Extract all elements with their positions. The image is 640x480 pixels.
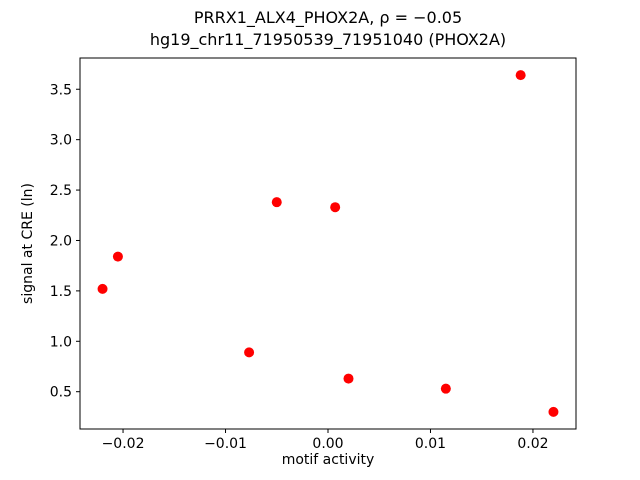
data-point	[330, 202, 341, 213]
y-tick-label: 0.5	[50, 385, 72, 401]
data-point	[271, 197, 282, 208]
y-tick-label: 3.0	[50, 133, 72, 149]
y-tick-label: 2.5	[50, 183, 72, 199]
x-tick-label: 0.02	[517, 436, 548, 452]
y-tick-label: 1.5	[50, 284, 72, 300]
y-tick-label: 2.0	[50, 233, 72, 249]
y-tick-label: 1.0	[50, 334, 72, 350]
data-point	[97, 283, 108, 294]
x-tick-label: −0.02	[102, 436, 145, 452]
data-point	[244, 347, 255, 358]
x-axis-label: motif activity	[281, 452, 375, 468]
data-point	[112, 251, 123, 262]
chart-title-line-1: PRRX1_ALX4_PHOX2A, ρ = −0.05	[193, 8, 463, 27]
axes-box	[79, 57, 577, 430]
x-tick-label: 0.01	[415, 436, 446, 452]
y-axis-label: signal at CRE (ln)	[20, 183, 36, 304]
data-point	[440, 383, 451, 394]
data-point	[343, 373, 354, 384]
data-point	[515, 70, 526, 81]
y-tick-label: 3.5	[50, 82, 72, 98]
x-tick-label: −0.01	[204, 436, 247, 452]
chart-title-line-2: hg19_chr11_71950539_71951040 (PHOX2A)	[149, 30, 507, 49]
data-point	[548, 406, 559, 417]
x-tick-label: 0.00	[312, 436, 343, 452]
